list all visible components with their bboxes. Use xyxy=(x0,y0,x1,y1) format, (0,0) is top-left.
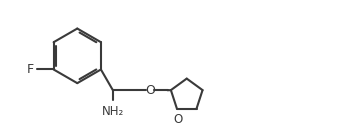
Text: NH₂: NH₂ xyxy=(102,105,124,118)
Text: F: F xyxy=(27,63,34,76)
Text: O: O xyxy=(145,84,155,97)
Text: O: O xyxy=(173,113,182,126)
